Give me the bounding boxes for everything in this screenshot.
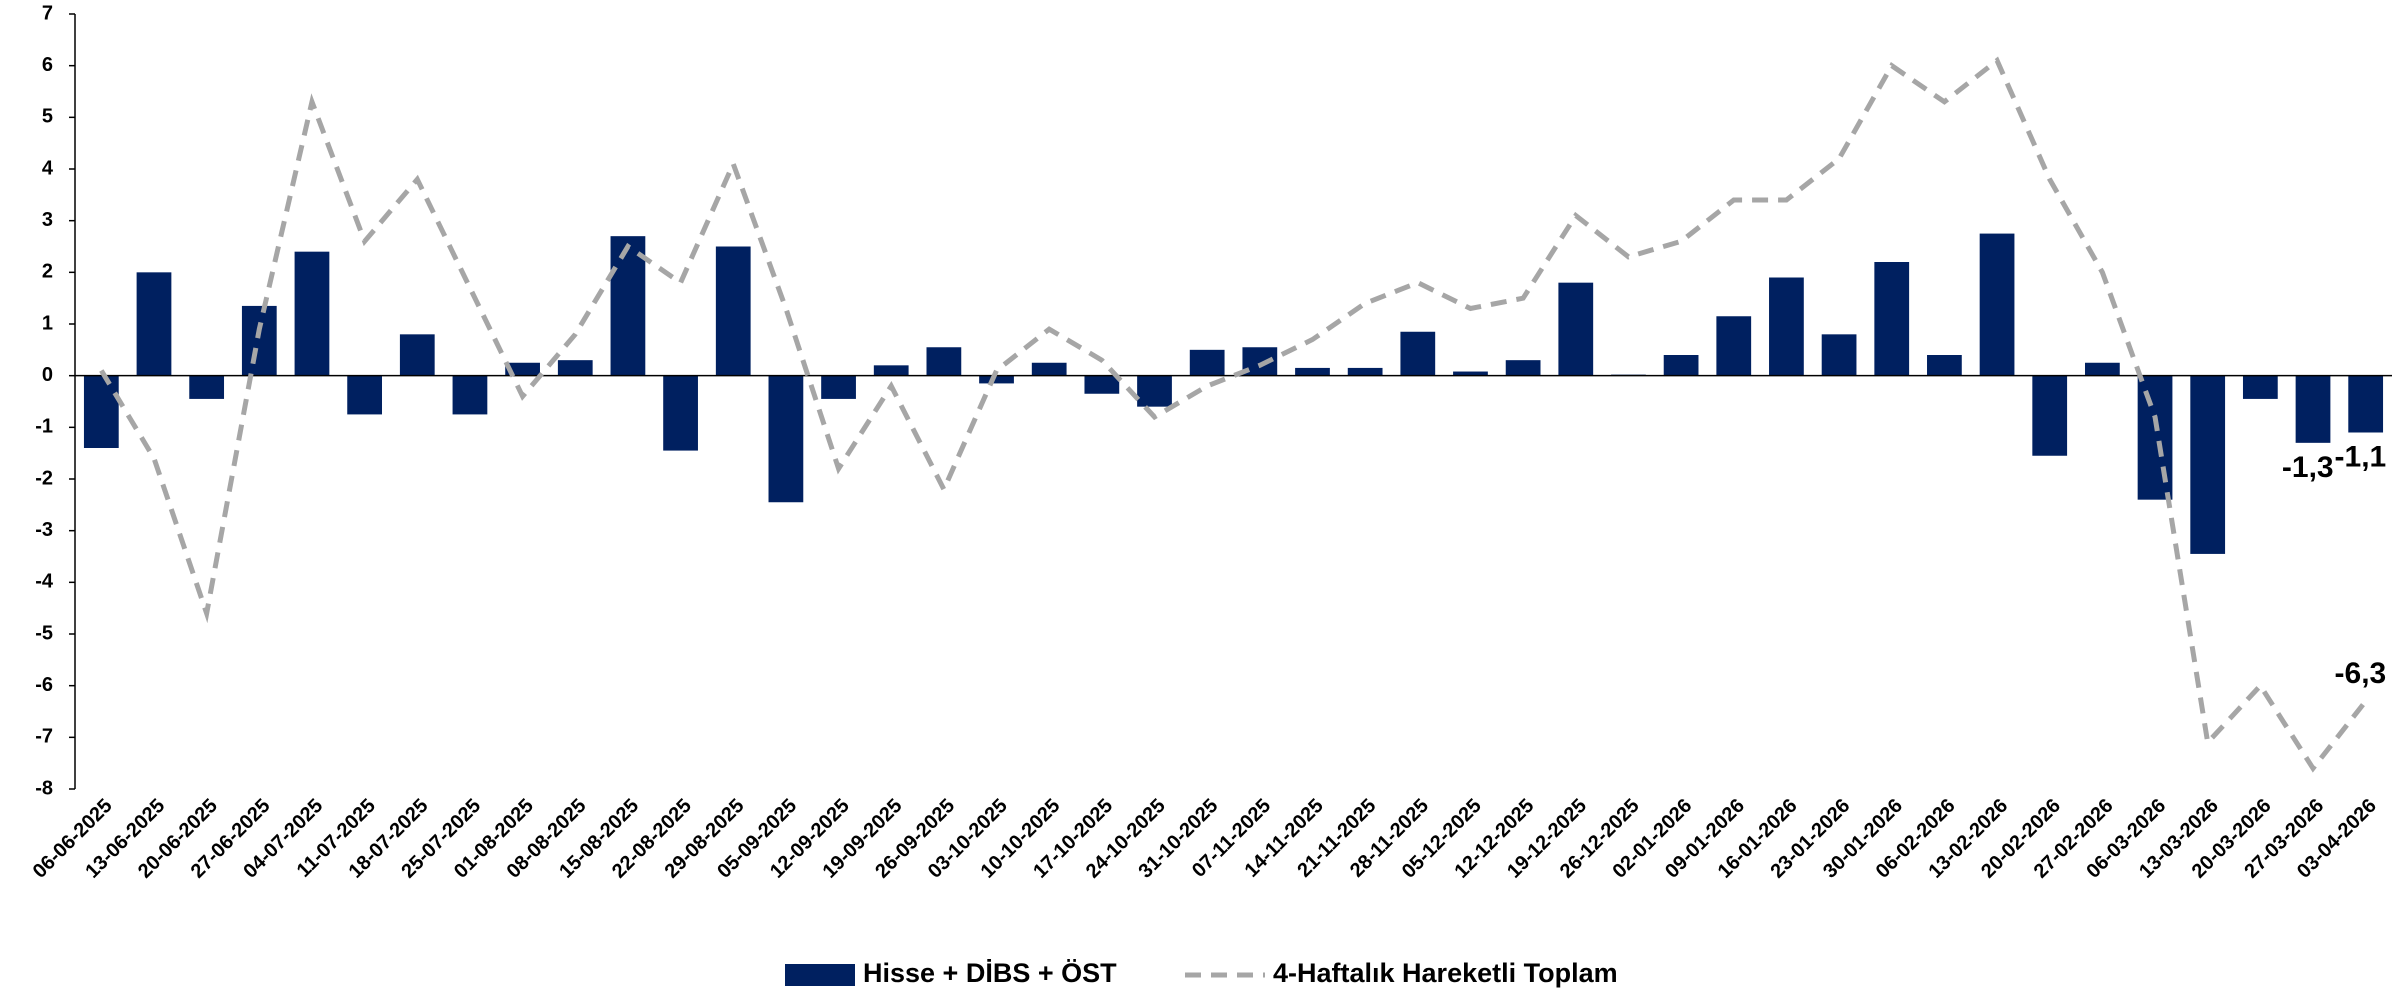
bar — [768, 375, 804, 503]
bar — [241, 305, 277, 376]
legend-label: 4-Haftalık Hareketli Toplam — [1273, 958, 1618, 988]
y-tick-label: -4 — [35, 571, 54, 593]
bar — [1295, 367, 1330, 376]
bar — [2190, 375, 2226, 554]
bar — [1453, 371, 1488, 376]
data-label: -1,1 — [2335, 440, 2387, 473]
bar — [926, 347, 962, 376]
legend-swatch — [785, 964, 855, 986]
y-tick-label: 6 — [42, 54, 53, 76]
bar — [1558, 282, 1594, 376]
data-label: -1,3 — [2282, 451, 2334, 484]
bar — [505, 362, 540, 376]
bar — [1347, 367, 1383, 376]
y-tick-label: 1 — [42, 312, 53, 334]
bar — [1084, 375, 1120, 394]
bar — [610, 236, 646, 376]
y-tick-label: 7 — [42, 2, 53, 24]
bar — [1189, 349, 1225, 376]
bar — [399, 334, 435, 376]
bar — [663, 375, 698, 451]
y-tick-label: -5 — [35, 622, 53, 644]
y-tick-label: -2 — [35, 467, 53, 489]
y-tick-label: 0 — [42, 364, 53, 386]
bar — [557, 360, 593, 376]
bar — [2032, 375, 2068, 456]
bar — [1874, 262, 1910, 376]
y-tick-label: 3 — [42, 209, 53, 231]
bar — [1716, 316, 1752, 376]
y-tick-label: 2 — [42, 261, 53, 283]
bar — [1663, 355, 1699, 376]
bar — [1979, 233, 2015, 376]
bar — [715, 246, 751, 376]
y-tick-label: 4 — [42, 157, 54, 179]
bar — [821, 375, 856, 399]
bar — [1031, 362, 1067, 376]
bar — [1769, 277, 1804, 376]
legend-label: Hisse + DİBS + ÖST — [863, 958, 1117, 988]
bar — [2348, 375, 2384, 433]
bar — [1400, 331, 1436, 376]
bar — [2295, 375, 2331, 443]
bar — [1505, 360, 1541, 376]
bar — [1821, 334, 1857, 376]
y-tick-label: 5 — [42, 106, 53, 128]
data-label: -6,3 — [2335, 657, 2387, 690]
y-tick-label: -8 — [35, 777, 53, 799]
y-tick-label: -6 — [35, 674, 53, 696]
bar — [979, 375, 1014, 384]
y-tick-label: -1 — [35, 416, 53, 438]
bar — [1137, 375, 1172, 407]
bar — [1927, 355, 1962, 376]
bar — [189, 375, 225, 399]
bar — [136, 272, 172, 376]
bar — [2242, 375, 2278, 399]
bar — [347, 375, 383, 415]
bar — [2084, 362, 2120, 376]
y-tick-label: -3 — [35, 519, 53, 541]
bar — [873, 365, 909, 376]
line — [99, 56, 2368, 773]
bar — [294, 251, 330, 376]
y-tick-label: -7 — [35, 726, 53, 748]
bar — [452, 375, 488, 415]
bar — [83, 375, 119, 448]
